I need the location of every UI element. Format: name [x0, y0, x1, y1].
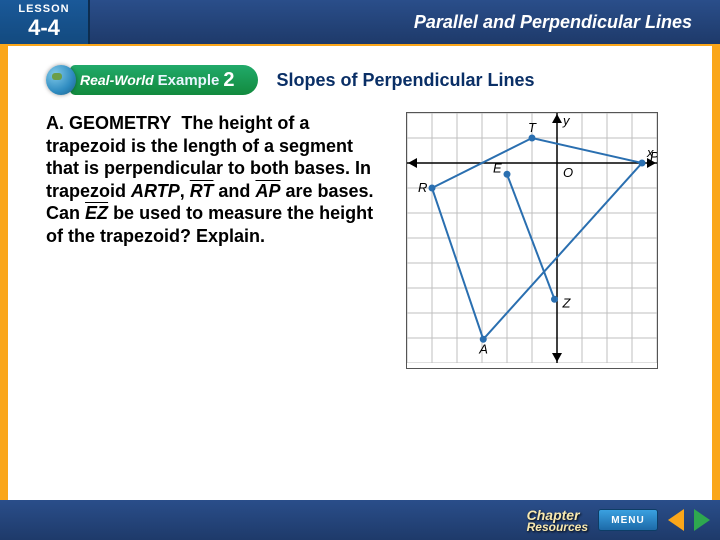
lesson-label: LESSON [0, 3, 88, 15]
svg-text:T: T [528, 120, 537, 135]
body-row: A. GEOMETRY The height of a trapezoid is… [46, 112, 690, 369]
lesson-tab: LESSON 4-4 [0, 0, 90, 44]
resources-label: Resources [527, 520, 588, 534]
svg-text:Z: Z [562, 295, 572, 310]
seg-rt: RT [190, 181, 214, 201]
slide-title: Slopes of Perpendicular Lines [276, 70, 690, 91]
seg-ez: EZ [85, 203, 108, 223]
real-world-label: Real-World [80, 72, 154, 88]
svg-text:P: P [650, 149, 657, 164]
svg-text:R: R [418, 180, 427, 195]
problem-text: A. GEOMETRY The height of a trapezoid is… [46, 112, 386, 369]
svg-text:y: y [562, 113, 571, 128]
header-bar: LESSON 4-4 Parallel and Perpendicular Li… [0, 0, 720, 44]
svg-text:O: O [563, 165, 573, 180]
figure: OxyTPREZA [406, 112, 658, 369]
example-header: Real-World Example 2 Slopes of Perpendic… [46, 62, 690, 98]
prev-arrow-icon[interactable] [668, 509, 684, 531]
next-arrow-icon[interactable] [694, 509, 710, 531]
figure-box: OxyTPREZA [406, 112, 658, 369]
example-label: Example [158, 72, 220, 89]
example-number: 2 [223, 69, 234, 92]
coordinate-grid-svg: OxyTPREZA [407, 113, 657, 363]
and-word: and [218, 181, 250, 201]
content-area: Real-World Example 2 Slopes of Perpendic… [0, 44, 720, 500]
topic-title: Parallel and Perpendicular Lines [414, 12, 692, 33]
globe-icon [46, 65, 76, 95]
svg-text:A: A [478, 341, 488, 356]
chapter-resources-button[interactable]: Chapter Resources [527, 507, 588, 534]
footer-bar: Chapter Resources MENU [0, 500, 720, 540]
trap-name: ARTP [131, 181, 180, 201]
menu-label: MENU [611, 515, 644, 526]
lesson-number: 4-4 [0, 15, 88, 41]
example-tab: Real-World Example 2 [70, 65, 258, 95]
menu-button[interactable]: MENU [598, 509, 658, 531]
accent-line [8, 44, 712, 46]
seg-ap: AP [255, 181, 280, 201]
svg-text:E: E [493, 160, 502, 175]
part-label: A. GEOMETRY [46, 113, 171, 133]
